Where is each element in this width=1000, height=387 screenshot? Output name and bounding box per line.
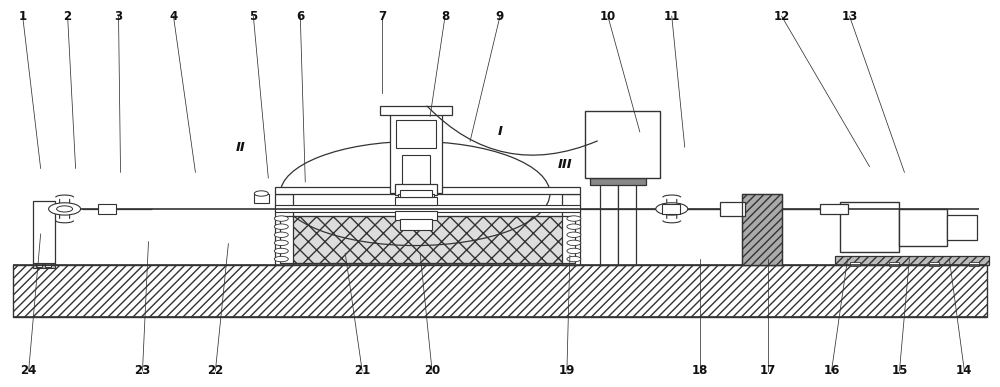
Bar [720,202,745,216]
Circle shape [274,248,288,253]
Circle shape [274,240,288,246]
Bar [36,263,42,267]
Bar [275,205,580,212]
Circle shape [567,224,581,229]
Bar [400,190,432,197]
Circle shape [274,232,288,238]
Bar [969,262,979,266]
Bar [380,106,452,115]
Text: 20: 20 [424,365,440,377]
Text: 2: 2 [64,10,72,22]
Circle shape [57,206,73,212]
Bar [585,111,660,178]
Text: 14: 14 [956,365,973,377]
Circle shape [274,216,288,221]
Text: 23: 23 [134,365,151,377]
Bar [280,216,575,263]
Bar [400,219,432,230]
Text: 15: 15 [891,365,908,377]
Circle shape [656,203,688,215]
Bar [395,197,437,205]
Text: 3: 3 [114,10,123,22]
Bar [254,194,269,203]
Text: 18: 18 [692,365,708,377]
Text: 12: 12 [773,10,790,22]
Text: 7: 7 [378,10,386,22]
Circle shape [49,203,81,215]
Bar [618,184,636,265]
Bar [13,265,987,317]
Bar [45,263,51,267]
Bar [899,209,947,246]
Circle shape [567,240,581,246]
Bar [33,263,55,268]
Text: 4: 4 [169,10,178,22]
Bar [396,120,436,148]
Bar [590,178,646,185]
Bar [562,194,580,265]
Bar [742,194,782,265]
FancyArrowPatch shape [427,106,597,155]
Circle shape [567,216,581,221]
Circle shape [254,191,268,196]
Circle shape [274,256,288,262]
Text: 6: 6 [296,10,304,22]
Bar [398,194,434,201]
Bar [33,201,55,265]
Bar [662,204,680,214]
Text: 21: 21 [354,365,370,377]
Text: 16: 16 [823,365,840,377]
Bar [402,155,430,192]
Bar [742,194,782,265]
Circle shape [567,248,581,253]
Circle shape [664,206,680,212]
Text: 5: 5 [249,10,257,22]
Bar [275,187,580,194]
Circle shape [274,224,288,229]
Bar [98,204,116,214]
Bar [947,215,977,240]
Text: II: II [235,141,245,154]
Bar [889,262,899,266]
Bar [390,112,442,193]
Text: 8: 8 [441,10,449,22]
Bar [280,216,575,263]
Text: 1: 1 [19,10,27,22]
Text: 22: 22 [207,365,224,377]
Text: 11: 11 [664,10,680,22]
Text: I: I [498,125,502,138]
Bar [275,194,293,265]
Bar [840,202,899,252]
Text: 10: 10 [600,10,616,22]
Text: 17: 17 [760,365,776,377]
Text: 9: 9 [496,10,504,22]
Bar [395,211,437,221]
Bar [929,262,939,266]
Bar [820,204,848,214]
Circle shape [567,232,581,238]
Text: 13: 13 [841,10,858,22]
Bar [850,262,860,266]
Text: III: III [558,158,572,171]
Bar [835,256,989,265]
Text: 24: 24 [20,365,37,377]
Circle shape [567,256,581,262]
Bar [600,184,618,265]
Text: 19: 19 [559,365,575,377]
Bar [395,184,437,195]
